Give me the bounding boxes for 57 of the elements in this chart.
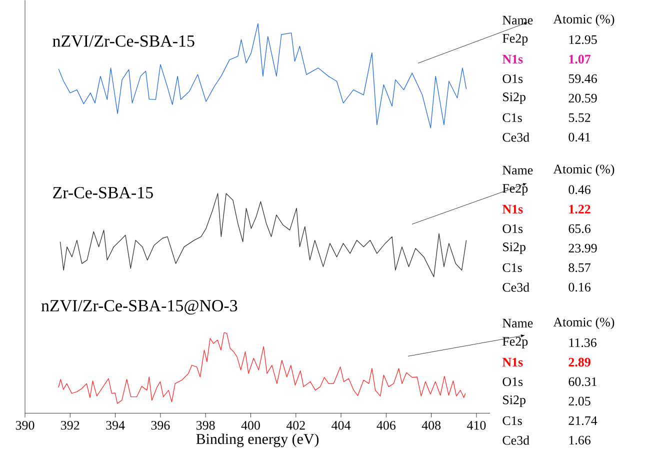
x-tick-label: 400 [241,420,260,430]
text: 2.05 [568,396,590,406]
text: 59.46 [568,74,597,83]
x-tick-label: 398 [196,420,215,430]
text: C1s [502,113,522,122]
text: C1s [502,263,522,272]
text: 1.07 [569,54,591,64]
text: 11.36 [569,338,596,347]
text: Si2p [503,395,526,407]
text: 1.22 [569,204,590,214]
text: Ce3d [502,436,530,445]
x-tick-label: 396 [151,420,170,430]
text: 20.59 [568,94,597,103]
text: Si2p [503,242,526,254]
x-tick-label: 406 [376,420,396,430]
text: Fe2p [502,336,528,348]
text: 0.16 [568,282,590,292]
text: 0.41 [568,132,590,142]
text: O1s [502,377,523,386]
text: C1s [502,416,522,425]
x-axis-title: Binding energy (eV) [196,433,319,448]
x-tick-label: 394 [106,420,125,430]
x-tick-label: 410 [467,420,486,430]
text: Name [502,166,533,174]
text: Ce3d [502,282,530,292]
text: Ce3d [502,132,530,142]
text: Atomic (%) [553,14,614,26]
text: N1s [502,358,523,366]
series-label: nZVI/Zr-Ce-SBA-15 [52,35,194,47]
text: N1s [502,54,523,64]
text: 8.57 [568,263,591,272]
x-tick-label: 390 [16,420,34,430]
text: Zr-Ce-SBA-15 [53,186,153,198]
text: 21.74 [568,416,598,425]
text: Name [502,318,533,328]
text: Fe2p [502,34,528,46]
text: Si2p [503,92,526,104]
text: Atomic (%) [553,164,614,176]
text: Name [502,16,533,24]
text: O1s [502,224,523,233]
text: Fe2p [502,184,528,196]
x-tick-label: 392 [61,420,80,430]
text: 5.52 [568,113,590,122]
text: Atomic (%) [553,317,614,329]
text: 1.66 [569,436,590,444]
x-tick-label: 402 [286,420,305,430]
text: 12.95 [569,35,597,44]
text: 65.6 [568,224,590,233]
text: O1s [502,74,523,83]
text: 2.89 [568,358,590,367]
series-label: nZVI/Zr-Ce-SBA-15@NO-3 [41,300,238,314]
text: 23.99 [568,244,597,252]
text: 60.31 [568,377,597,386]
text: N1s [502,204,523,214]
x-tick-label: 404 [332,420,351,430]
text: 0.46 [568,185,590,194]
x-tick-label: 408 [422,420,441,430]
